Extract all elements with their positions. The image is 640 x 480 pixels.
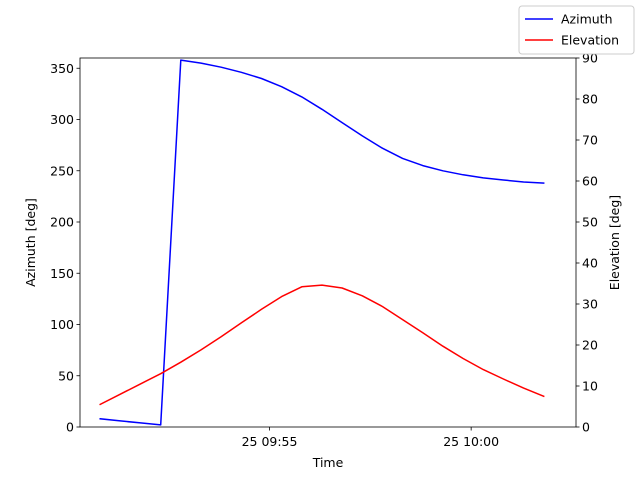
y-right-tick-label: 40 bbox=[582, 256, 598, 271]
y-left-axis-label: Azimuth [deg] bbox=[23, 198, 38, 287]
series-line-azimuth bbox=[99, 59, 545, 426]
y-right-tick-label: 10 bbox=[582, 379, 598, 394]
y-right-tick-label: 70 bbox=[582, 133, 598, 148]
legend: Azimuth Elevation bbox=[518, 5, 635, 55]
y-left-tick-label: 0 bbox=[66, 420, 74, 435]
y-right-axis-label: Elevation [deg] bbox=[607, 195, 622, 290]
y-right-tick-label: 50 bbox=[582, 215, 598, 230]
x-tick-label: 25 09:55 bbox=[242, 434, 298, 449]
series-layer bbox=[99, 59, 545, 426]
x-tick-label: 25 10:00 bbox=[443, 434, 499, 449]
series-line-elevation bbox=[99, 284, 545, 406]
y-right-tick-label: 30 bbox=[582, 297, 598, 312]
y-right-tick-label: 60 bbox=[582, 174, 598, 189]
legend-label-azimuth: Azimuth bbox=[561, 12, 613, 27]
y-right-tick-label: 20 bbox=[582, 338, 598, 353]
y-left-tick-label: 100 bbox=[50, 317, 74, 332]
y-left-tick-label: 150 bbox=[50, 266, 74, 281]
plot-frame bbox=[79, 57, 577, 428]
y-left-tick-label: 250 bbox=[50, 163, 74, 178]
y-left-tick-label: 300 bbox=[50, 112, 74, 127]
y-left-tick-label: 200 bbox=[50, 215, 74, 230]
legend-box bbox=[518, 5, 635, 55]
legend-label-elevation: Elevation bbox=[561, 33, 619, 48]
y-right-tick-label: 0 bbox=[582, 420, 590, 435]
axes-layer bbox=[76, 57, 580, 431]
labels-layer: 0501001502002503003500102030405060708090… bbox=[23, 51, 622, 471]
y-left-tick-label: 350 bbox=[50, 61, 74, 76]
x-axis-label: Time bbox=[312, 455, 344, 470]
y-left-tick-label: 50 bbox=[58, 368, 74, 383]
y-right-tick-label: 80 bbox=[582, 92, 598, 107]
